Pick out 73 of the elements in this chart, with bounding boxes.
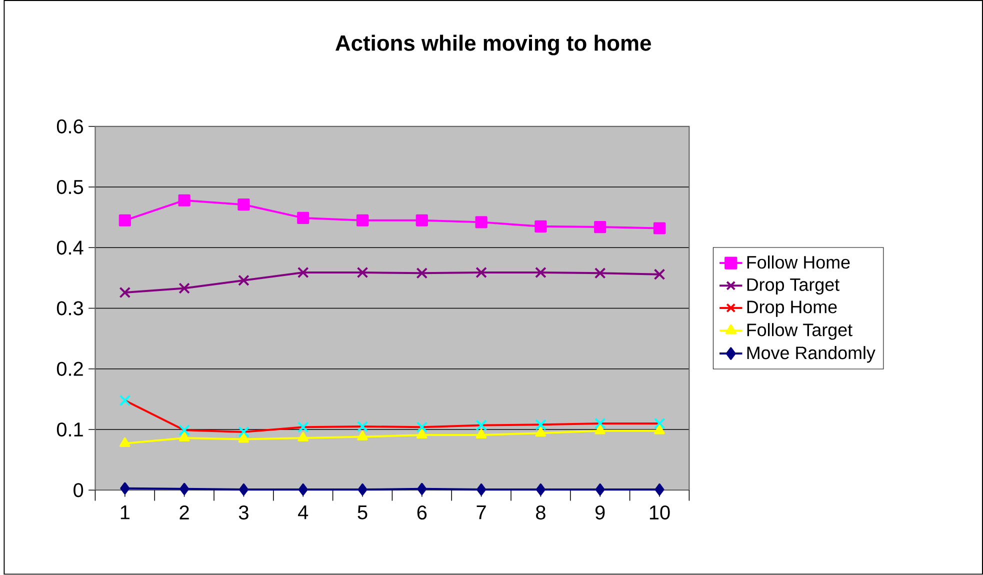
- point: [654, 484, 664, 496]
- legend-label: Drop Home: [747, 300, 837, 318]
- point: [476, 429, 487, 439]
- point: [357, 430, 368, 440]
- point: [298, 432, 308, 442]
- point: [238, 426, 250, 438]
- point: [594, 418, 606, 430]
- legend-label: Follow Target: [747, 323, 852, 340]
- point: [120, 438, 130, 448]
- point: [535, 419, 546, 431]
- point: [653, 222, 666, 234]
- x-tick-label: 1: [120, 506, 130, 520]
- x-tick-label: 4: [298, 506, 308, 520]
- point: [535, 266, 546, 278]
- x-tick-label: 6: [417, 506, 427, 520]
- point: [358, 484, 368, 496]
- point: [416, 422, 428, 433]
- point: [298, 484, 308, 496]
- point: [238, 484, 248, 496]
- point: [356, 214, 369, 227]
- y-tick-label: 0.6: [56, 119, 84, 134]
- point: [416, 268, 428, 279]
- point: [476, 266, 487, 278]
- legend-label: Drop Target: [747, 278, 840, 295]
- x-tick-label: 5: [358, 506, 368, 520]
- x-tick-label: 9: [595, 506, 605, 520]
- point: [594, 221, 606, 234]
- point: [238, 198, 250, 211]
- point: [297, 266, 309, 278]
- point: [178, 282, 190, 294]
- point: [535, 427, 546, 437]
- point: [475, 216, 488, 228]
- x-tick-label: 8: [536, 506, 546, 520]
- point: [118, 214, 131, 227]
- x-tick-label: 3: [238, 506, 248, 520]
- point: [356, 420, 368, 432]
- y-tick-label: 0.1: [56, 422, 83, 437]
- point: [178, 424, 190, 436]
- y-tick-label: 0.5: [56, 180, 84, 194]
- point: [654, 418, 666, 430]
- legend-label: Follow Home: [747, 256, 850, 269]
- point: [594, 424, 606, 434]
- point: [654, 424, 665, 434]
- point: [178, 194, 190, 207]
- y-tick-label: 0: [74, 483, 84, 498]
- chart-title: Actions while moving to home: [336, 34, 651, 56]
- point: [119, 394, 131, 406]
- x-tick-label: 10: [650, 506, 670, 520]
- x-tick-label: 2: [180, 506, 189, 520]
- point: [534, 220, 547, 233]
- legend-label: Move Randomly: [747, 346, 876, 363]
- point: [594, 268, 606, 279]
- point: [416, 429, 428, 439]
- point: [476, 484, 486, 496]
- point: [297, 212, 310, 224]
- point: [356, 266, 368, 278]
- point: [595, 484, 605, 496]
- point: [119, 286, 131, 298]
- y-tick-label: 0.2: [56, 362, 83, 376]
- point: [297, 422, 309, 433]
- point: [178, 432, 190, 442]
- y-tick-label: 0.4: [56, 240, 84, 255]
- point: [536, 484, 546, 496]
- point: [476, 420, 487, 432]
- point: [654, 268, 666, 280]
- y-tick-label: 0.3: [56, 301, 84, 316]
- point: [120, 482, 130, 495]
- point: [238, 433, 250, 443]
- point: [417, 483, 427, 496]
- point: [238, 274, 250, 286]
- x-tick-label: 7: [476, 506, 486, 520]
- point: [416, 214, 428, 227]
- point: [180, 483, 190, 496]
